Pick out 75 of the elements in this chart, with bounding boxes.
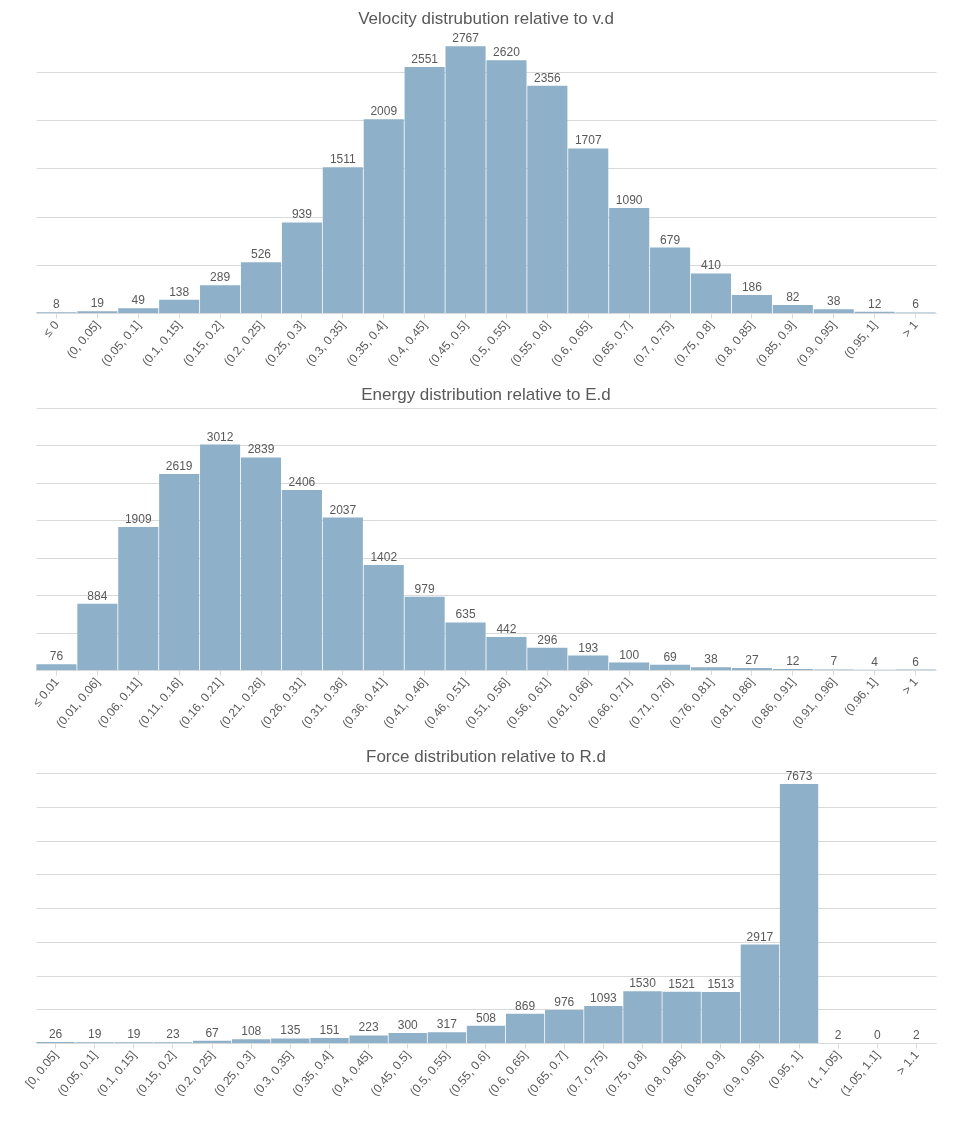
chart-title: Velocity distrubution relative to v.d xyxy=(358,9,614,29)
data-label: 69 xyxy=(663,649,678,664)
data-label: 2839 xyxy=(247,442,275,457)
data-label: 1402 xyxy=(370,550,398,565)
data-label: 884 xyxy=(87,588,108,603)
data-label: 19 xyxy=(127,1027,141,1042)
data-label: 635 xyxy=(455,607,476,622)
data-label: 67 xyxy=(205,1025,220,1040)
data-label: 223 xyxy=(358,1020,379,1035)
data-label: 979 xyxy=(414,581,435,596)
data-label: 2619 xyxy=(165,458,193,473)
data-label: 1513 xyxy=(707,976,735,991)
data-label: 27 xyxy=(745,652,759,667)
data-label: 289 xyxy=(210,270,231,285)
data-label: 23 xyxy=(166,1027,180,1042)
data-label: 1909 xyxy=(124,512,152,527)
data-label: 138 xyxy=(169,284,190,299)
data-label: 6 xyxy=(912,297,920,312)
data-label: 300 xyxy=(397,1017,419,1032)
data-label: 1511 xyxy=(329,152,357,167)
x-tick-label: > 1 xyxy=(899,674,922,698)
x-tick-label: ≤ 0 xyxy=(40,317,63,340)
x-tick-label: > 1 xyxy=(899,317,922,341)
data-label: 193 xyxy=(578,640,599,655)
data-label: 19 xyxy=(88,1027,102,1042)
data-label: 49 xyxy=(131,293,146,308)
data-label: 135 xyxy=(280,1023,301,1038)
data-label: 38 xyxy=(827,294,841,309)
data-label: 19 xyxy=(90,296,105,311)
data-label: 6 xyxy=(912,654,920,669)
data-label: 108 xyxy=(241,1024,262,1039)
data-label: 1530 xyxy=(629,976,657,991)
data-label: 317 xyxy=(436,1017,458,1032)
data-label: 442 xyxy=(496,621,517,636)
data-label: 2406 xyxy=(288,474,316,489)
data-label: 2917 xyxy=(746,929,774,944)
x-tick-label: > 1.1 xyxy=(893,1047,922,1078)
data-label: 4 xyxy=(871,654,879,669)
data-label: 508 xyxy=(475,1010,497,1025)
data-label: 939 xyxy=(291,207,313,222)
data-label: 1707 xyxy=(574,133,602,148)
data-label: 0 xyxy=(873,1028,881,1042)
chart-title: Energy distribution relative to E.d xyxy=(361,385,611,404)
data-label: 26 xyxy=(48,1027,63,1042)
x-tick-label: ≤ 0.01 xyxy=(29,674,63,710)
data-label: 7673 xyxy=(785,769,813,784)
data-label: 526 xyxy=(250,247,272,262)
data-label: 82 xyxy=(786,290,800,305)
data-label: 12 xyxy=(786,654,800,669)
data-label: 151 xyxy=(319,1022,340,1037)
data-label: 2 xyxy=(913,1027,921,1042)
data-label: 100 xyxy=(619,647,640,662)
data-label: 2009 xyxy=(370,104,398,119)
data-label: 296 xyxy=(537,632,558,647)
data-label: 2037 xyxy=(329,502,357,517)
data-label: 1521 xyxy=(668,976,696,991)
data-label: 976 xyxy=(554,995,575,1010)
data-label: 2356 xyxy=(534,70,562,85)
data-label: 76 xyxy=(49,649,64,664)
data-label: 2767 xyxy=(452,31,480,46)
data-label: 2620 xyxy=(493,45,521,60)
data-label: 8 xyxy=(53,297,61,312)
data-label: 410 xyxy=(700,258,722,273)
data-label: 38 xyxy=(704,652,718,667)
data-label: 7 xyxy=(830,654,838,669)
chart-title: Force distribution relative to R.d xyxy=(366,747,606,767)
data-label: 3012 xyxy=(206,429,234,444)
data-label: 186 xyxy=(741,280,763,295)
data-label: 869 xyxy=(515,998,536,1013)
data-label: 679 xyxy=(660,232,681,247)
data-label: 1093 xyxy=(590,991,618,1006)
data-label: 2 xyxy=(834,1027,842,1042)
data-label: 1090 xyxy=(615,192,643,207)
data-label: 12 xyxy=(867,296,882,311)
data-label: 2551 xyxy=(411,52,439,67)
